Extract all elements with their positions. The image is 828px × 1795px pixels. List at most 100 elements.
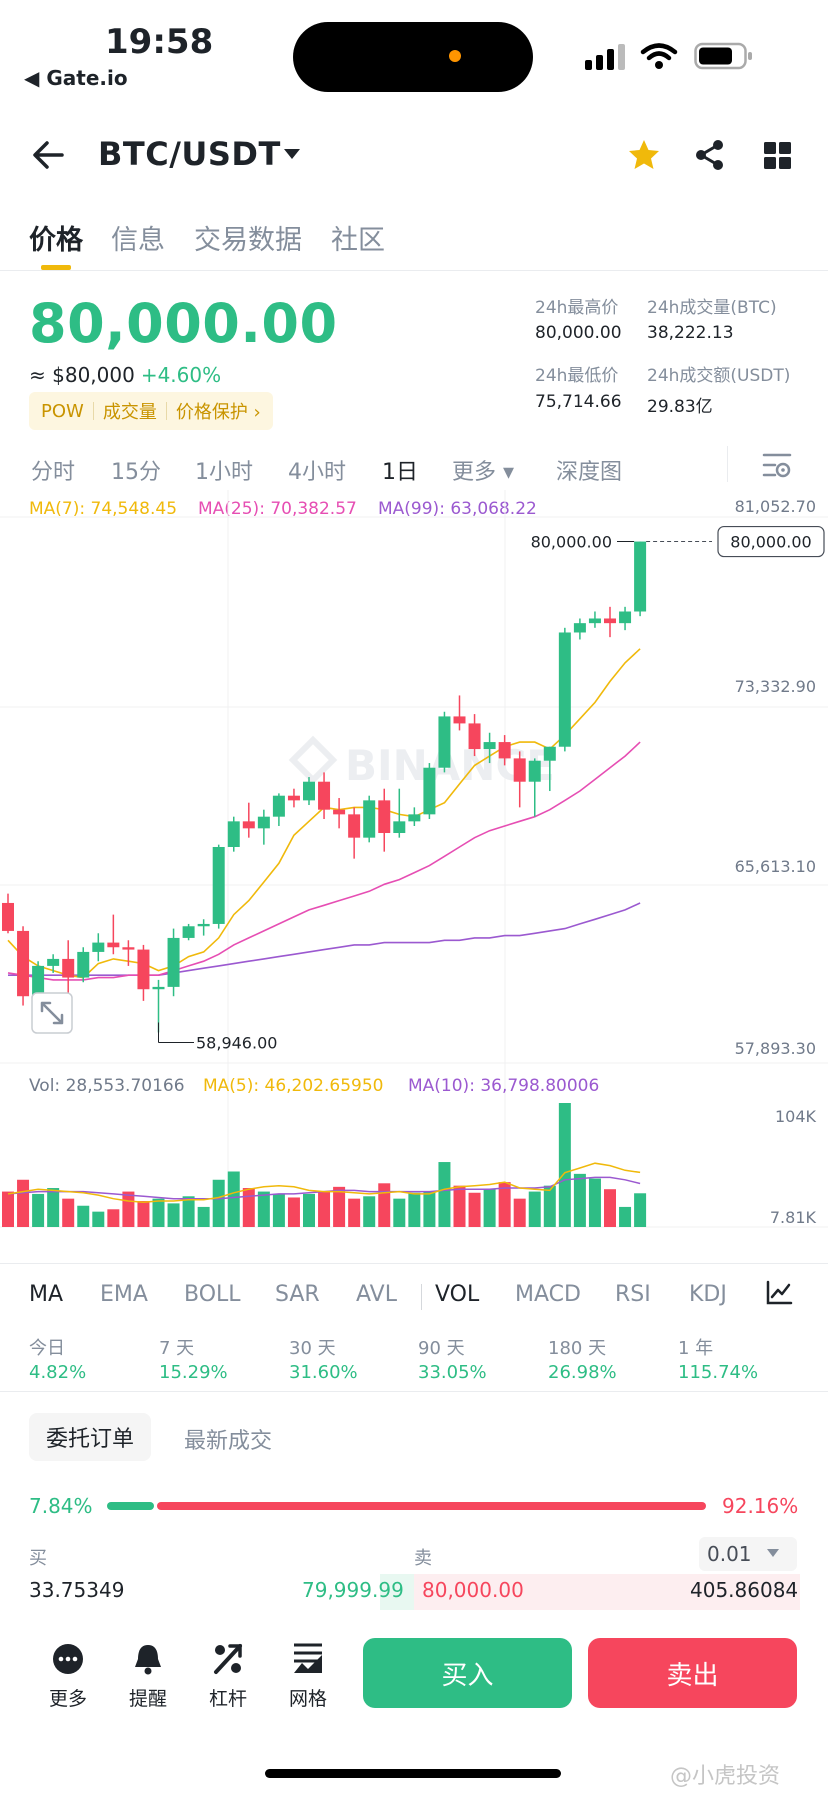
interval-line[interactable]: 分时 bbox=[31, 460, 76, 485]
grid-menu-icon[interactable] bbox=[764, 142, 792, 170]
tag-price-protection[interactable]: 价格保护 › bbox=[175, 402, 261, 423]
volume-bar bbox=[453, 1185, 466, 1227]
bell-icon[interactable] bbox=[130, 1641, 166, 1677]
tick-size-select[interactable]: 0.01 bbox=[699, 1537, 797, 1571]
indicator-ma[interactable]: MA bbox=[29, 1282, 64, 1307]
book-buy-price[interactable]: 79,999.99 bbox=[302, 1578, 404, 1602]
leverage-icon[interactable] bbox=[210, 1641, 246, 1677]
tick-size-value: 0.01 bbox=[707, 1542, 752, 1566]
volume-bar bbox=[303, 1193, 315, 1227]
favorite-star-icon[interactable] bbox=[627, 138, 661, 172]
volume-bar bbox=[242, 1188, 255, 1227]
tab-community[interactable]: 社区 bbox=[331, 225, 385, 256]
dynamic-island bbox=[293, 22, 533, 92]
ma7-legend: MA(7): 74,548.45 bbox=[29, 499, 178, 519]
candle-body bbox=[528, 760, 541, 782]
volume-bar bbox=[182, 1196, 195, 1227]
volume-bar bbox=[634, 1193, 647, 1227]
perf-30d-value: 31.60% bbox=[289, 1362, 358, 1383]
candle-body bbox=[122, 947, 135, 950]
bottom-more-label[interactable]: 更多 bbox=[48, 1688, 87, 1710]
candle-body bbox=[543, 746, 556, 761]
home-indicator[interactable] bbox=[265, 1769, 561, 1778]
stat-vol-btc-label: 24h成交量(BTC) bbox=[647, 298, 777, 318]
high-label: 80,000.00 bbox=[531, 533, 612, 552]
indicator-boll[interactable]: BOLL bbox=[184, 1282, 241, 1307]
interval-15m[interactable]: 15分 bbox=[111, 460, 161, 485]
interval-1h[interactable]: 1小时 bbox=[195, 460, 253, 485]
pair-dropdown-icon[interactable] bbox=[283, 148, 301, 160]
candle-body bbox=[152, 986, 165, 990]
y-tick-label: 73,332.90 bbox=[735, 677, 816, 696]
tab-trading-data[interactable]: 交易数据 bbox=[194, 225, 302, 256]
interval-depth[interactable]: 深度图 bbox=[556, 460, 623, 485]
candle-body bbox=[287, 795, 300, 801]
bottom-grid-label[interactable]: 网格 bbox=[288, 1688, 327, 1710]
bottom-leverage-label[interactable]: 杠杆 bbox=[208, 1688, 247, 1710]
interval-more[interactable]: 更多 ▾ bbox=[452, 460, 515, 485]
grid-bot-icon[interactable] bbox=[290, 1641, 326, 1677]
indicator-divider-top bbox=[0, 1263, 828, 1264]
candle-body bbox=[573, 623, 586, 633]
fullscreen-icon[interactable] bbox=[31, 992, 73, 1034]
stat-vol-btc-value: 38,222.13 bbox=[647, 323, 734, 343]
share-icon[interactable] bbox=[694, 139, 726, 171]
interval-1d[interactable]: 1日 bbox=[382, 460, 418, 485]
pair-title[interactable]: BTC/USDT bbox=[98, 135, 281, 173]
tag-box[interactable]: POW 成交量 价格保护 › bbox=[29, 392, 273, 430]
buy-button[interactable]: 买入 bbox=[363, 1638, 572, 1708]
tab-info[interactable]: 信息 bbox=[111, 225, 165, 256]
candle-body bbox=[588, 618, 601, 624]
indicator-vol[interactable]: VOL bbox=[435, 1282, 480, 1307]
volume-bar bbox=[573, 1173, 586, 1227]
volume-bar bbox=[558, 1103, 571, 1227]
book-sell-price[interactable]: 80,000.00 bbox=[422, 1578, 524, 1602]
buy-ratio-bar bbox=[107, 1502, 154, 1510]
perf-180d-value: 26.98% bbox=[548, 1362, 617, 1383]
perf-180d-label: 180 天 bbox=[548, 1338, 607, 1359]
bottom-alert-label[interactable]: 提醒 bbox=[128, 1688, 167, 1710]
tab-price[interactable]: 价格 bbox=[29, 225, 83, 256]
price-change: +4.60% bbox=[140, 363, 222, 387]
indicator-avl[interactable]: AVL bbox=[356, 1282, 397, 1307]
volume-bar bbox=[77, 1205, 90, 1227]
back-arrow-icon[interactable] bbox=[32, 140, 64, 170]
indicator-kdj[interactable]: KDJ bbox=[689, 1282, 727, 1307]
kline-chart[interactable]: BINANCE 81,052.7073,332.9065,613.1057,89… bbox=[0, 490, 828, 1230]
candle-body bbox=[2, 902, 14, 931]
indicator-rsi[interactable]: RSI bbox=[615, 1282, 651, 1307]
tag-pow[interactable]: POW bbox=[41, 400, 84, 422]
candle-body bbox=[453, 716, 466, 724]
candle-body bbox=[62, 958, 75, 978]
perf-today-value: 4.82% bbox=[29, 1362, 87, 1383]
candle-body bbox=[378, 800, 391, 834]
tabs-divider bbox=[0, 270, 828, 271]
volume-bar bbox=[167, 1203, 180, 1227]
indicator-sar[interactable]: SAR bbox=[275, 1282, 320, 1307]
tab-latest-trades[interactable]: 最新成交 bbox=[184, 1429, 273, 1454]
sell-ratio: 92.16% bbox=[722, 1494, 799, 1518]
volume-bar bbox=[62, 1198, 75, 1227]
volume-bar bbox=[287, 1197, 300, 1227]
candle-body bbox=[438, 716, 451, 768]
tab-open-orders[interactable]: 委托订单 bbox=[29, 1413, 151, 1461]
back-to-app-link[interactable]: ◀ Gate.io bbox=[24, 66, 128, 90]
more-icon[interactable] bbox=[50, 1641, 86, 1677]
stat-high-label: 24h最高价 bbox=[535, 298, 619, 318]
chart-settings-icon[interactable] bbox=[762, 451, 792, 479]
volume-bar bbox=[227, 1171, 240, 1227]
interval-4h[interactable]: 4小时 bbox=[288, 460, 346, 485]
volume-bar bbox=[92, 1211, 105, 1227]
indicator-settings-icon[interactable] bbox=[765, 1280, 793, 1306]
indicator-macd[interactable]: MACD bbox=[515, 1282, 581, 1307]
cellular-signal-icon bbox=[585, 44, 625, 70]
candle-body bbox=[483, 742, 496, 750]
indicator-ema[interactable]: EMA bbox=[100, 1282, 148, 1307]
stat-vol-usdt-value: 29.83亿 bbox=[647, 397, 713, 417]
stat-high-value: 80,000.00 bbox=[535, 323, 622, 343]
sell-button[interactable]: 卖出 bbox=[588, 1638, 797, 1708]
perf-7d-value: 15.29% bbox=[159, 1362, 228, 1383]
tag-volume[interactable]: 成交量 bbox=[102, 402, 157, 423]
vol-ma10-label: MA(10): 36,798.80006 bbox=[408, 1076, 599, 1096]
perf-90d-label: 90 天 bbox=[418, 1338, 465, 1359]
